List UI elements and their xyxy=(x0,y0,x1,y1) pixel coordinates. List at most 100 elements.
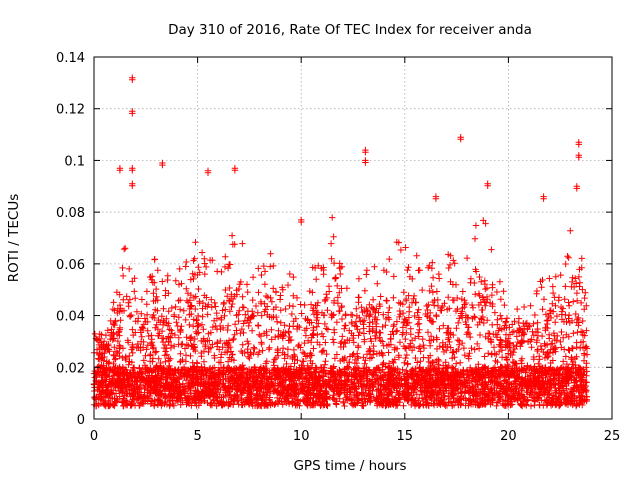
data-point xyxy=(301,365,308,372)
data-point xyxy=(245,386,253,394)
data-point xyxy=(495,379,502,386)
data-point xyxy=(424,366,432,373)
data-point xyxy=(330,259,338,267)
data-point xyxy=(555,297,562,304)
data-point xyxy=(316,341,323,348)
data-point xyxy=(425,358,433,366)
data-point xyxy=(301,327,309,334)
data-point xyxy=(231,293,238,300)
data-point xyxy=(468,301,476,309)
data-point xyxy=(474,340,481,348)
data-point xyxy=(502,319,509,326)
data-point xyxy=(238,386,246,393)
data-point xyxy=(119,382,126,389)
data-point xyxy=(339,333,346,340)
data-point xyxy=(472,291,479,298)
data-point xyxy=(140,321,148,328)
data-point xyxy=(274,345,281,353)
data-point xyxy=(562,311,569,319)
data-point xyxy=(415,333,422,340)
data-point xyxy=(446,305,453,312)
data-point xyxy=(201,255,208,262)
data-point xyxy=(167,355,174,363)
data-point xyxy=(489,389,496,396)
data-point xyxy=(284,346,292,353)
data-point xyxy=(249,381,256,389)
data-point xyxy=(237,378,244,385)
data-point xyxy=(550,345,557,352)
data-point xyxy=(116,308,123,315)
data-point xyxy=(457,401,464,409)
data-point xyxy=(123,398,130,405)
data-point xyxy=(104,346,112,353)
data-point xyxy=(343,393,351,401)
data-point xyxy=(178,341,185,348)
data-point xyxy=(223,340,231,348)
data-point xyxy=(98,388,105,396)
data-point xyxy=(149,313,156,321)
data-point xyxy=(310,311,318,318)
data-point xyxy=(201,270,208,278)
data-point xyxy=(157,359,164,367)
data-point xyxy=(503,338,511,345)
data-point xyxy=(395,299,403,306)
data-point xyxy=(445,334,452,341)
data-point xyxy=(337,343,345,351)
data-point xyxy=(243,381,250,388)
data-point xyxy=(574,369,581,377)
data-point xyxy=(132,329,139,336)
data-point xyxy=(500,386,508,393)
data-point xyxy=(454,336,462,344)
data-point xyxy=(435,364,443,372)
data-point xyxy=(212,322,219,330)
data-point xyxy=(323,350,330,358)
data-point xyxy=(399,366,406,373)
data-point xyxy=(341,325,348,332)
data-point xyxy=(429,391,436,398)
data-point xyxy=(143,288,151,295)
data-point xyxy=(302,353,310,360)
data-point xyxy=(463,331,470,338)
data-point xyxy=(580,357,588,364)
data-point xyxy=(310,330,317,337)
data-point xyxy=(334,294,341,301)
data-point xyxy=(143,311,151,318)
data-point xyxy=(260,371,267,379)
data-point xyxy=(217,354,225,361)
data-point xyxy=(379,338,386,345)
data-point xyxy=(341,322,349,329)
data-point xyxy=(194,271,201,279)
data-point xyxy=(445,294,452,301)
data-point xyxy=(349,311,356,319)
data-point xyxy=(393,327,401,334)
data-point xyxy=(405,292,412,299)
data-point xyxy=(513,333,520,340)
data-point xyxy=(187,373,195,381)
data-point xyxy=(110,352,118,359)
data-point xyxy=(166,388,173,395)
data-point xyxy=(402,244,409,251)
data-point xyxy=(399,301,406,308)
data-point xyxy=(333,319,341,326)
data-point xyxy=(527,364,534,371)
data-point xyxy=(284,386,292,393)
data-point xyxy=(355,275,363,282)
data-point xyxy=(558,316,566,323)
data-point xyxy=(401,359,408,366)
data-point xyxy=(267,250,274,257)
data-point xyxy=(211,354,218,362)
data-point xyxy=(200,348,208,355)
data-point xyxy=(456,337,463,345)
data-point xyxy=(353,305,360,312)
data-point xyxy=(294,357,301,364)
data-point xyxy=(225,344,232,351)
data-point xyxy=(188,310,195,318)
data-point xyxy=(467,385,474,393)
data-point xyxy=(497,296,505,303)
data-point xyxy=(553,312,561,320)
data-point xyxy=(285,366,292,373)
data-point xyxy=(180,307,187,314)
data-point xyxy=(313,302,321,309)
data-point xyxy=(111,321,118,329)
data-point xyxy=(472,390,479,398)
